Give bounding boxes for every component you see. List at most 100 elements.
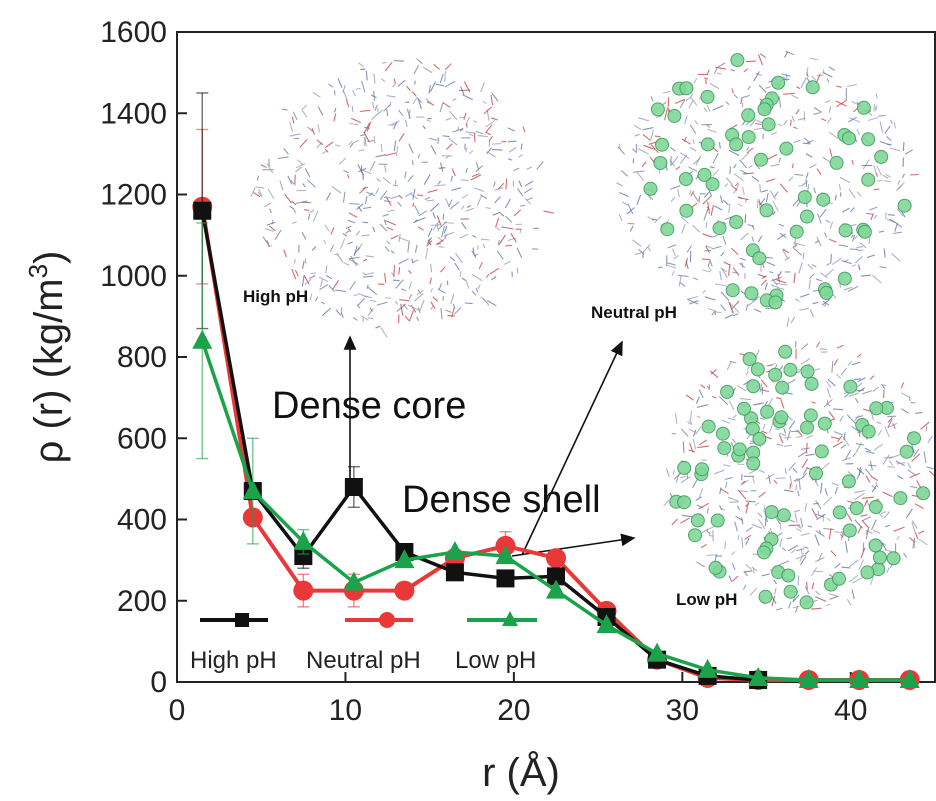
molecule-bond bbox=[778, 124, 782, 126]
molecule-bond bbox=[668, 266, 676, 269]
ion-sphere bbox=[753, 432, 766, 445]
molecule-bond bbox=[672, 271, 674, 276]
molecule-bond bbox=[905, 150, 913, 154]
y-tick-label: 1000 bbox=[100, 260, 167, 293]
molecule-bond bbox=[514, 168, 520, 171]
molecule-bond bbox=[683, 441, 684, 453]
molecule-bond bbox=[318, 124, 320, 132]
ion-sphere bbox=[678, 461, 691, 474]
molecule-bond bbox=[633, 240, 642, 247]
series-line bbox=[202, 211, 758, 680]
molecule-bond bbox=[732, 563, 735, 570]
molecule-bond bbox=[766, 179, 775, 182]
data-point bbox=[345, 478, 363, 496]
molecule-bond bbox=[760, 384, 762, 392]
molecule-bond bbox=[842, 208, 849, 212]
molecule-bond bbox=[267, 222, 275, 225]
molecule-bond bbox=[752, 176, 759, 181]
molecule-bond bbox=[800, 294, 809, 297]
molecule-bond bbox=[256, 187, 264, 188]
molecule-bond bbox=[850, 225, 856, 226]
molecule-bond bbox=[867, 255, 875, 258]
molecule-bond bbox=[746, 538, 750, 545]
ion-sphere bbox=[765, 506, 778, 519]
molecule-bond bbox=[873, 530, 880, 533]
molecule-bond bbox=[519, 181, 522, 187]
molecule-bond bbox=[431, 288, 433, 292]
molecule-bond bbox=[443, 103, 450, 108]
molecule-bond bbox=[840, 177, 850, 182]
ion-sphere bbox=[869, 539, 882, 552]
molecule-bond bbox=[360, 134, 365, 136]
molecule-bond bbox=[901, 409, 908, 414]
molecule-bond bbox=[725, 315, 733, 319]
molecule-bond bbox=[834, 359, 837, 365]
molecule-bond bbox=[469, 134, 473, 136]
molecule-bond bbox=[489, 140, 490, 146]
molecule-bond bbox=[775, 588, 776, 594]
molecule-bond bbox=[472, 275, 482, 281]
molecule-bond bbox=[855, 398, 858, 403]
ion-sphere bbox=[810, 467, 823, 480]
molecule-bond bbox=[746, 501, 756, 502]
molecule-bond bbox=[911, 402, 916, 403]
molecule-bond bbox=[399, 267, 400, 274]
molecule-bond bbox=[787, 318, 789, 327]
molecule-bond bbox=[492, 144, 501, 145]
molecule-bond bbox=[738, 198, 749, 200]
molecule-bond bbox=[284, 250, 287, 258]
molecule-bond bbox=[409, 110, 410, 119]
x-tick-label: 20 bbox=[497, 694, 530, 727]
ion-sphere bbox=[843, 524, 856, 537]
series-line bbox=[202, 207, 909, 680]
molecule-bond bbox=[429, 85, 431, 94]
molecule-bond bbox=[717, 63, 725, 68]
molecule-bond bbox=[658, 267, 663, 268]
molecule-bond bbox=[732, 439, 735, 443]
molecule-bond bbox=[431, 306, 433, 310]
molecule-bond bbox=[851, 235, 853, 239]
molecule-bond bbox=[823, 69, 824, 74]
molecule-bond bbox=[796, 549, 804, 551]
molecule-bond bbox=[731, 552, 735, 555]
molecule-bond bbox=[776, 398, 781, 399]
ion-sphere bbox=[784, 585, 797, 598]
molecule-bond bbox=[764, 506, 765, 512]
molecule-bond bbox=[466, 168, 468, 173]
molecule-bond bbox=[921, 422, 930, 429]
molecule-bond bbox=[251, 187, 256, 196]
molecule-bond bbox=[483, 298, 489, 305]
y-tick-label: 1400 bbox=[100, 97, 167, 130]
ion-sphere bbox=[747, 380, 760, 393]
x-tick-label: 0 bbox=[169, 694, 186, 727]
molecule-bond bbox=[865, 448, 871, 451]
molecule-bond bbox=[495, 197, 501, 203]
molecule-bond bbox=[885, 427, 889, 437]
molecule-bond bbox=[440, 267, 445, 272]
molecule-bond bbox=[334, 113, 336, 121]
molecule-bond bbox=[322, 151, 327, 154]
molecule-bond bbox=[839, 245, 849, 247]
molecule-bond bbox=[752, 567, 758, 571]
molecule-bond bbox=[898, 476, 904, 479]
molecule-bond bbox=[801, 533, 810, 535]
molecule-bond bbox=[742, 121, 745, 125]
molecule-bond bbox=[313, 92, 321, 97]
molecule-bond bbox=[731, 185, 737, 191]
molecule-bond bbox=[904, 553, 907, 558]
molecule-bond bbox=[769, 423, 773, 433]
molecule-bond bbox=[443, 214, 444, 220]
molecule-bond bbox=[839, 184, 840, 191]
molecule-bond bbox=[652, 219, 657, 220]
molecule-bond bbox=[435, 84, 444, 86]
molecule-bond bbox=[348, 220, 355, 223]
ion-sphere bbox=[716, 427, 729, 440]
molecule-bond bbox=[729, 203, 730, 213]
molecule-bond bbox=[394, 265, 395, 276]
molecule-bond bbox=[734, 174, 744, 181]
molecule-bond bbox=[501, 227, 513, 229]
molecule-bond bbox=[784, 428, 786, 433]
molecule-bond bbox=[758, 236, 761, 242]
molecule-bond bbox=[349, 257, 359, 259]
